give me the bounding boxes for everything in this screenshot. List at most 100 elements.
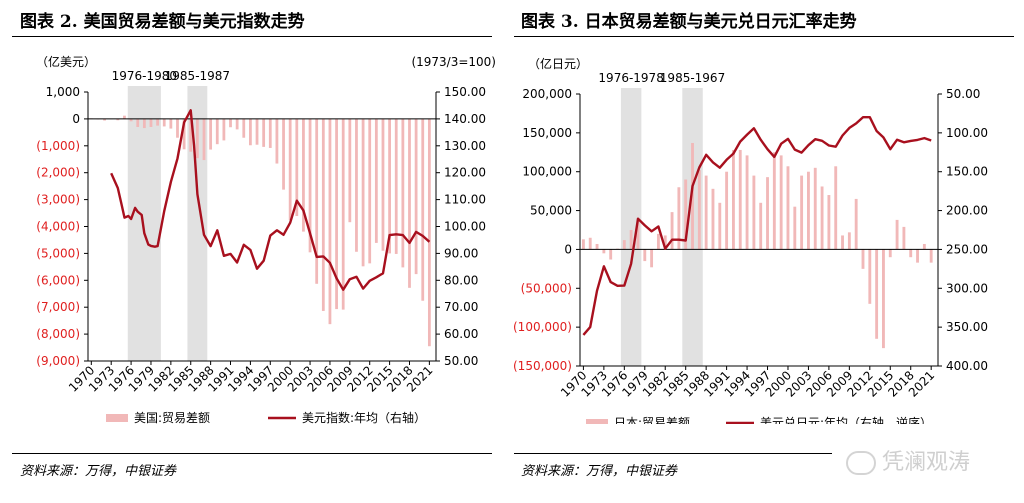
trade-balance-bar xyxy=(779,155,783,250)
trade-balance-bar xyxy=(182,118,186,150)
trade-balance-bar xyxy=(656,233,660,250)
trade-balance-bar xyxy=(772,152,776,250)
trade-balance-bar xyxy=(909,249,913,258)
trade-balance-bar xyxy=(142,118,146,129)
left-axis-tick-label: (50,000) xyxy=(521,281,572,295)
left-axis-tick-label: (100,000) xyxy=(513,320,572,334)
trade-balance-bar xyxy=(321,118,325,311)
watermark: 凭澜观涛 xyxy=(846,444,970,476)
trade-balance-bar xyxy=(282,118,285,190)
trade-balance-bar xyxy=(636,218,640,250)
trade-balance-bar xyxy=(793,206,797,250)
right-axis-tick-label: 200.00 xyxy=(946,204,988,218)
right-axis-tick-label: 150.00 xyxy=(444,85,486,99)
trade-balance-bar xyxy=(697,170,701,250)
trade-balance-bar xyxy=(235,118,239,130)
right-axis-tick-label: 110.00 xyxy=(444,193,486,207)
right-axis-tick-label: 300.00 xyxy=(946,281,988,295)
legend-line-label: 美元指数:年均（右轴） xyxy=(302,410,426,424)
trade-balance-bar xyxy=(315,118,319,284)
left-axis-tick-label: 200,000 xyxy=(522,87,572,101)
left-axis-tick-label: (3,000) xyxy=(36,193,80,207)
left-axis-tick-label: (6,000) xyxy=(36,273,80,287)
trade-balance-bar xyxy=(875,249,879,339)
right-title-rule xyxy=(514,36,1014,37)
trade-balance-bar xyxy=(691,142,694,250)
right-axis-tick-label: 250.00 xyxy=(946,242,988,256)
left-axis-tick-label: 1,000 xyxy=(46,85,80,99)
right-axis-tick-label: 120.00 xyxy=(444,166,486,180)
trade-balance-bar xyxy=(335,118,338,310)
trade-balance-bar xyxy=(922,243,926,250)
trade-balance-bar xyxy=(262,118,266,147)
trade-balance-bar xyxy=(786,166,790,250)
trade-balance-bar xyxy=(854,198,858,250)
trade-balance-bar xyxy=(162,118,166,127)
trade-balance-bar xyxy=(156,118,159,126)
trade-balance-bar xyxy=(882,249,885,349)
shaded-period-label: 1976-1978 xyxy=(598,71,663,85)
trade-balance-bar xyxy=(766,177,769,250)
trade-balance-bar xyxy=(602,249,606,254)
trade-balance-bar xyxy=(176,118,179,138)
right-chart-title: 图表 3. 日本贸易差额与美元兑日元汇率走势 xyxy=(521,12,857,32)
trade-balance-bar xyxy=(622,240,626,250)
watermark-text: 凭澜观涛 xyxy=(882,450,971,475)
trade-balance-bar xyxy=(222,118,226,141)
shaded-period-1 xyxy=(620,88,642,366)
legend-bar-label: 日本:贸易差额 xyxy=(614,416,690,424)
trade-balance-bar xyxy=(328,118,332,325)
shaded-period-2 xyxy=(187,86,208,361)
right-axis-tick-label: 50.00 xyxy=(946,87,980,101)
right-axis-tick-label: 140.00 xyxy=(444,112,486,126)
right-axis-tick-label: 100.00 xyxy=(444,220,486,234)
trade-balance-bar xyxy=(149,118,153,127)
trade-balance-bar xyxy=(643,249,647,262)
trade-balance-bar xyxy=(169,118,173,129)
legend-bar-label: 美国:贸易差额 xyxy=(134,411,210,424)
trade-balance-bar xyxy=(868,249,872,304)
trade-balance-bar xyxy=(123,115,126,119)
trade-balance-bar xyxy=(255,118,259,145)
trade-balance-bar xyxy=(581,239,585,250)
trade-balance-bar xyxy=(368,118,372,264)
left-axis-unit: （亿美元） xyxy=(36,54,96,69)
trade-balance-bar xyxy=(731,149,735,250)
trade-balance-bar xyxy=(916,249,919,263)
left-axis-tick-label: (8,000) xyxy=(36,327,80,341)
trade-balance-bar xyxy=(202,118,206,161)
left-axis-tick-label: 100,000 xyxy=(522,165,572,179)
right-source-note: 资料来源：万得，中银证券 xyxy=(521,464,678,479)
right-axis-tick-label: 70.00 xyxy=(444,300,478,314)
trade-balance-bar xyxy=(242,118,246,138)
left-axis-tick-label: (9,000) xyxy=(36,354,80,368)
trade-balance-bar xyxy=(414,118,418,275)
trade-balance-bar xyxy=(381,118,385,251)
trade-balance-bar xyxy=(595,243,599,250)
left-axis-tick-label: (5,000) xyxy=(36,246,80,260)
trade-balance-bar xyxy=(302,118,305,232)
rate-line xyxy=(582,115,932,336)
trade-balance-bar xyxy=(427,118,431,347)
trade-balance-bar xyxy=(718,202,722,250)
trade-balance-bar xyxy=(888,249,892,258)
legend-line-label: 美元兑日元:年均（右轴，逆序） xyxy=(760,415,932,424)
left-title-rule xyxy=(12,36,492,37)
trade-balance-bar xyxy=(421,118,425,301)
trade-balance-bar xyxy=(136,118,140,127)
trade-balance-bar xyxy=(650,249,654,268)
trade-balance-bar xyxy=(834,166,838,250)
right-axis-tick-label: 150.00 xyxy=(946,165,988,179)
shaded-period-label: 1985-1987 xyxy=(165,69,230,83)
trade-balance-bar xyxy=(215,118,219,145)
trade-balance-bar xyxy=(288,118,292,221)
trade-balance-bar xyxy=(341,118,345,310)
trade-balance-bar xyxy=(129,118,133,122)
right-axis-tick-label: 50.00 xyxy=(444,354,478,368)
trade-balance-bar xyxy=(759,202,763,250)
left-chart-title: 图表 2. 美国贸易差额与美元指数走势 xyxy=(20,12,305,32)
right-axis-tick-label: 80.00 xyxy=(444,273,478,287)
trade-balance-bar xyxy=(268,118,272,148)
